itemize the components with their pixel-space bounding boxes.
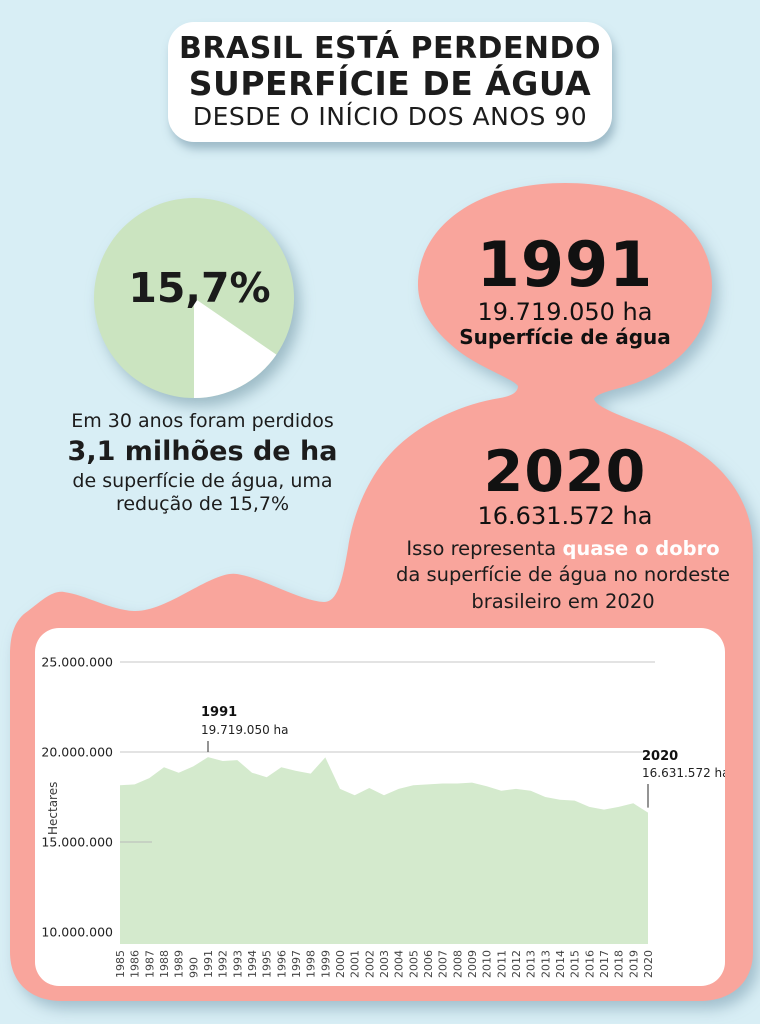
x-tick-label: 2007	[437, 950, 450, 978]
x-tick-label: 2000	[334, 950, 347, 978]
area-chart-panel: 25.000.000 20.000.000 15.000.000 10.000.000…	[35, 628, 725, 986]
x-tick-label: 2020	[642, 950, 655, 978]
x-tick-label: 1997	[290, 950, 303, 978]
x-tick-label: 1992	[217, 950, 230, 978]
year-2020-caption-line-3: brasileiro em 2020	[471, 589, 655, 613]
water-surface-area-series	[120, 757, 648, 944]
pie-caption-line-4: redução de 15,7%	[115, 493, 290, 516]
x-tick-label: 1985	[114, 950, 127, 978]
x-tick-label: 1999	[319, 950, 332, 978]
x-tick-label: 2019	[627, 950, 640, 978]
x-tick-label: 1993	[231, 950, 244, 978]
pie-lost-slice	[194, 298, 277, 398]
x-tick-label: 2003	[378, 950, 391, 978]
year-1991-block: 1991 19.719.050 ha Superfície de água	[415, 228, 715, 350]
y-axis-title: Hectares	[46, 782, 60, 835]
title-line-2: SUPERFÍCIE DE ÁGUA	[188, 64, 592, 104]
x-tick-label: 2015	[569, 950, 582, 978]
year-1991-value: 19.719.050 ha	[477, 298, 653, 326]
year-2020-title: 2020	[483, 439, 647, 505]
x-tick-label: 2006	[422, 950, 435, 978]
year-2020-caption: Isso representa quase o dobro da superfí…	[370, 536, 756, 615]
x-tick-label: 2008	[451, 950, 464, 978]
pie-caption-highlight: 3,1 milhões de ha	[67, 435, 338, 467]
x-tick-label: 2010	[481, 950, 494, 978]
x-tick-label: 1998	[305, 950, 318, 978]
year-1991-label: Superfície de água	[459, 325, 671, 350]
caption-highlight: quase o dobro	[562, 537, 720, 560]
pie-caption-line-1: Em 30 anos foram perdidos	[71, 410, 334, 432]
y-tick-label: 15.000.000	[41, 835, 113, 850]
annotation-value-1991: 19.719.050 ha	[201, 723, 288, 737]
x-tick-label: 1986	[129, 950, 142, 978]
x-tick-label: 2016	[583, 950, 596, 978]
year-2020-value: 16.631.572 ha	[477, 502, 653, 530]
year-2020-caption-line-2: da superfície de água no nordeste	[395, 563, 731, 587]
x-tick-label: 1989	[173, 950, 186, 978]
y-tick-label: 10.000.000	[41, 925, 113, 940]
pie-percentage-label: 15,7%	[128, 264, 271, 312]
year-2020-block: 2020 16.631.572 ha	[390, 439, 740, 530]
x-tick-label: 2013	[539, 950, 552, 978]
pie-chart	[94, 198, 294, 398]
x-tick-label: 2014	[554, 950, 567, 978]
x-tick-label: 1988	[158, 950, 171, 978]
annotation-value-2020: 16.631.572 ha	[642, 766, 725, 780]
x-tick-label: 1991	[202, 950, 215, 978]
y-tick-label: 20.000.000	[41, 745, 113, 760]
x-tick-label: 1995	[261, 950, 274, 978]
title-line-1: BRASIL ESTÁ PERDENDO	[179, 31, 601, 67]
x-tick-label: 2018	[613, 950, 626, 978]
x-tick-label: 990	[187, 957, 200, 978]
x-tick-label: 2005	[407, 950, 420, 978]
x-tick-label: 2001	[349, 950, 362, 978]
y-tick-label: 25.000.000	[41, 655, 113, 670]
x-tick-label: 1987	[143, 950, 156, 978]
x-tick-label: 1996	[275, 950, 288, 978]
x-tick-label: 2013	[525, 950, 538, 978]
x-tick-label: 1994	[246, 950, 259, 978]
water-surface-area-chart: 25.000.000 20.000.000 15.000.000 10.000.000…	[41, 655, 725, 979]
x-tick-label: 2009	[466, 950, 479, 978]
x-tick-label: 2012	[510, 950, 523, 978]
title-line-3: DESDE O INÍCIO DOS ANOS 90	[192, 102, 588, 132]
title-card: BRASIL ESTÁ PERDENDO SUPERFÍCIE DE ÁGUA …	[168, 22, 612, 142]
year-1991-title: 1991	[476, 228, 654, 301]
x-tick-label: 2002	[363, 950, 376, 978]
annotation-year-2020: 2020	[642, 749, 678, 764]
x-tick-label: 2017	[598, 950, 611, 978]
year-2020-caption-line-1: Isso representa quase o dobro	[370, 536, 756, 562]
caption-prefix: Isso representa	[406, 537, 563, 560]
pie-caption-line-3: de superfície de água, uma	[72, 469, 333, 492]
annotation-year-1991: 1991	[201, 705, 237, 720]
x-tick-label: 2011	[495, 950, 508, 978]
x-tick-label: 2004	[393, 950, 406, 978]
pie-caption: Em 30 anos foram perdidos 3,1 milhões de…	[35, 410, 370, 517]
